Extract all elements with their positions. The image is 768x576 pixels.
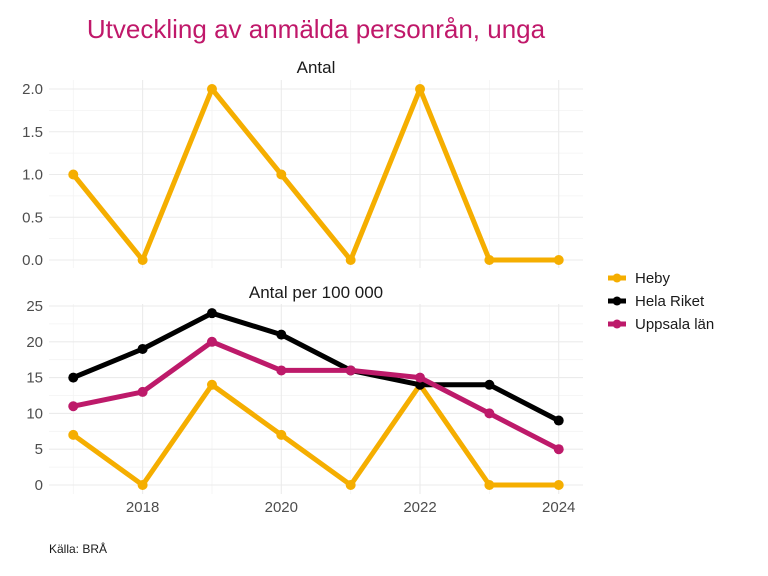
data-point <box>68 429 79 440</box>
y-tick-label: 25 <box>26 298 43 315</box>
panel-title-per-100000: Antal per 100 000 <box>249 283 383 302</box>
data-point <box>484 480 495 490</box>
legend: Heby Hela Riket Uppsala län <box>608 270 714 333</box>
series-line <box>70 86 562 263</box>
y-tick-label: 10 <box>26 405 43 422</box>
series-line <box>70 310 562 424</box>
data-point <box>276 429 287 440</box>
data-point <box>206 84 217 94</box>
legend-key-dot <box>612 273 622 283</box>
y-tick-label: 15 <box>26 370 43 387</box>
data-point <box>345 480 356 490</box>
data-point <box>415 372 426 383</box>
y-ticks-per-100000: 0 5 10 15 20 25 <box>26 298 43 494</box>
data-point <box>276 365 287 376</box>
data-point <box>553 480 564 490</box>
data-point <box>68 169 79 180</box>
y-ticks-antal: 0.0 0.5 1.0 1.5 2.0 <box>22 81 43 269</box>
y-tick-label: 0.0 <box>22 252 43 269</box>
y-tick-label: 5 <box>35 441 43 458</box>
data-point <box>276 169 287 180</box>
data-point <box>137 255 148 265</box>
series-line <box>70 339 562 452</box>
grid-per-100000 <box>49 304 583 494</box>
legend-label: Heby <box>635 270 671 287</box>
chart-title: Utveckling av anmälda personrån, unga <box>87 14 546 44</box>
data-point <box>276 329 287 340</box>
series-uppsala-lan <box>68 336 564 455</box>
y-tick-label: 0 <box>35 477 43 494</box>
panel-antal: Antal 0.0 0.5 1.0 1.5 2.0 <box>22 58 583 269</box>
data-point <box>484 255 495 265</box>
x-tick-label: 2022 <box>403 499 436 516</box>
data-point <box>415 379 426 390</box>
data-point <box>206 379 217 390</box>
x-tick-label: 2020 <box>265 499 298 516</box>
caption-source: Källa: BRÅ <box>49 541 107 556</box>
data-point <box>553 255 564 265</box>
data-point <box>137 386 148 397</box>
data-point <box>415 84 426 94</box>
legend-item-uppsala-lan: Uppsala län <box>608 316 714 333</box>
legend-item-heby: Heby <box>608 270 671 287</box>
data-point <box>137 480 148 490</box>
y-tick-label: 1.0 <box>22 167 43 184</box>
data-point <box>553 415 564 426</box>
data-point <box>553 444 564 455</box>
legend-key-dot <box>612 296 622 306</box>
data-point <box>68 372 79 383</box>
panel-title-antal: Antal <box>297 58 336 77</box>
data-point <box>206 336 217 347</box>
legend-label: Hela Riket <box>635 293 705 310</box>
x-tick-label: 2018 <box>126 499 159 516</box>
panel-antal-per-100000: Antal per 100 000 0 5 10 15 20 25 2018 2020 202… <box>26 283 583 516</box>
series-per-100000 <box>68 308 564 490</box>
series-line <box>70 382 562 488</box>
y-tick-label: 2.0 <box>22 81 43 98</box>
data-point <box>345 255 356 265</box>
data-point <box>345 365 356 376</box>
legend-label: Uppsala län <box>635 316 714 333</box>
data-point <box>68 401 79 412</box>
y-tick-label: 1.5 <box>22 124 43 141</box>
data-point <box>206 308 217 319</box>
data-point <box>137 343 148 354</box>
data-point <box>484 408 495 419</box>
data-point <box>484 379 495 390</box>
series-heby <box>68 84 564 265</box>
y-tick-label: 0.5 <box>22 209 43 226</box>
legend-item-hela-riket: Hela Riket <box>608 293 705 310</box>
series-antal <box>68 84 564 265</box>
x-tick-label: 2024 <box>542 499 575 516</box>
legend-key-dot <box>612 319 622 329</box>
y-tick-label: 20 <box>26 334 43 351</box>
x-ticks: 2018 2020 2022 2024 <box>126 499 575 516</box>
